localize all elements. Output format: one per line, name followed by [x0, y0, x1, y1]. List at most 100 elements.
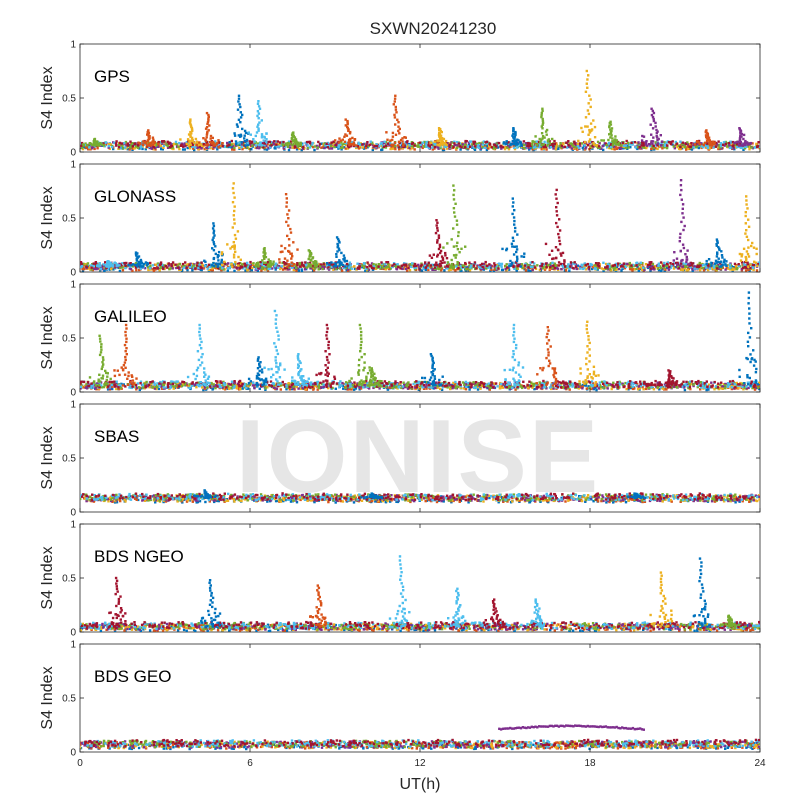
spike-point — [584, 90, 588, 93]
baseline-point — [183, 148, 186, 151]
baseline-point — [620, 269, 623, 272]
spike-point — [392, 143, 395, 147]
spike-point — [614, 140, 618, 143]
spike-point — [145, 264, 149, 267]
spike-point — [739, 136, 742, 139]
spike-point — [257, 265, 260, 268]
baseline-point — [567, 144, 570, 147]
baseline-point — [482, 267, 485, 270]
spike-point — [586, 109, 590, 112]
baseline-point — [183, 142, 187, 145]
spike-point — [340, 251, 343, 255]
spike-point — [557, 236, 561, 239]
baseline-point — [255, 146, 259, 150]
baseline-point — [615, 147, 619, 150]
spike-point — [439, 262, 442, 266]
spike-point — [739, 144, 743, 147]
baseline-point — [307, 140, 310, 144]
baseline-point — [156, 145, 160, 148]
baseline-point — [552, 147, 555, 150]
baseline-point — [717, 140, 720, 143]
baseline-point — [663, 146, 666, 149]
baseline-point — [350, 267, 354, 270]
baseline-point — [146, 266, 150, 269]
baseline-point — [340, 148, 343, 151]
spike-point — [257, 127, 260, 130]
baseline-point — [650, 147, 653, 151]
baseline-point — [553, 267, 556, 270]
baseline-point — [328, 147, 331, 150]
spike-point — [739, 140, 742, 144]
baseline-point — [340, 269, 344, 272]
baseline-point — [600, 267, 604, 270]
spike-point — [208, 140, 212, 144]
baseline-point — [489, 266, 493, 269]
spike-point — [580, 126, 583, 130]
spike-point — [513, 140, 516, 143]
spike-point — [284, 193, 288, 196]
baseline-point — [473, 140, 477, 144]
baseline-point — [548, 268, 551, 272]
spike-point — [239, 134, 243, 138]
baseline-point — [626, 141, 630, 144]
baseline-point — [536, 264, 539, 267]
baseline-point — [172, 143, 175, 146]
baseline-point — [726, 142, 729, 145]
baseline-point — [553, 142, 557, 146]
baseline-point — [209, 147, 212, 150]
baseline-point — [251, 266, 254, 270]
baseline-point — [240, 266, 243, 269]
baseline-point — [472, 146, 475, 149]
baseline-point — [600, 147, 603, 150]
baseline-point — [749, 266, 752, 270]
baseline-point — [732, 266, 735, 269]
baseline-point — [243, 262, 246, 265]
baseline-point — [443, 269, 446, 272]
spike-point — [335, 253, 338, 256]
baseline-point — [531, 265, 534, 268]
spike-point — [233, 218, 236, 221]
baseline-point — [297, 267, 300, 270]
baseline-point — [121, 262, 124, 265]
baseline-point — [449, 268, 452, 271]
y-axis-label: S4 Index — [39, 186, 56, 249]
spike-point — [555, 206, 558, 209]
baseline-point — [162, 140, 165, 143]
baseline-point — [130, 144, 133, 147]
baseline-point — [500, 147, 503, 150]
baseline-point — [475, 267, 478, 270]
spike-point — [453, 211, 456, 214]
baseline-point — [663, 261, 666, 265]
baseline-point — [448, 146, 451, 149]
spike-point — [652, 111, 656, 115]
baseline-point — [464, 146, 467, 149]
baseline-point — [616, 268, 619, 271]
baseline-point — [583, 265, 586, 268]
spike-point — [651, 115, 655, 119]
baseline-point — [581, 146, 584, 150]
spike-point — [280, 244, 283, 248]
spike-point — [286, 259, 289, 262]
baseline-point — [275, 143, 278, 146]
spike-point — [134, 263, 137, 267]
baseline-point — [241, 267, 245, 270]
baseline-point — [465, 266, 468, 269]
baseline-point — [186, 146, 189, 150]
spike-point — [268, 261, 272, 264]
spike-point — [705, 137, 709, 140]
spike-point — [588, 131, 591, 134]
baseline-point — [287, 148, 291, 152]
baseline-point — [462, 145, 465, 149]
spike-point — [252, 262, 255, 265]
baseline-point — [524, 269, 528, 272]
baseline-point — [330, 147, 334, 150]
baseline-point — [694, 146, 698, 149]
baseline-point — [735, 146, 739, 149]
baseline-point — [302, 264, 305, 268]
spike-point — [542, 143, 545, 146]
baseline-point — [191, 262, 194, 266]
baseline-point — [144, 148, 147, 151]
spike-point — [202, 137, 205, 140]
spike-point — [336, 244, 340, 247]
baseline-point — [107, 146, 110, 149]
